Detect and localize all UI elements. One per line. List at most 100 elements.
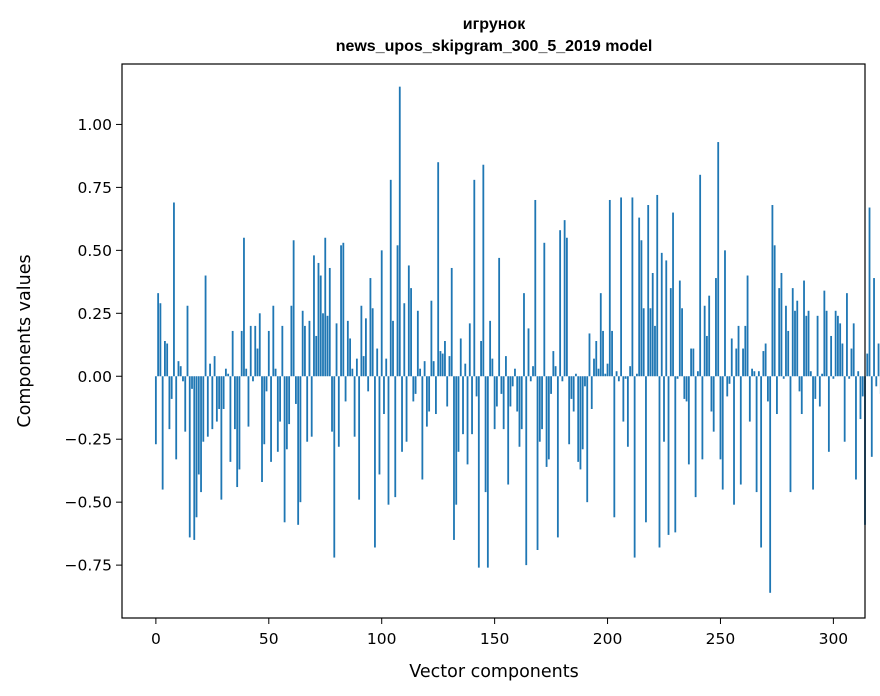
bar	[313, 255, 315, 377]
bar	[554, 366, 557, 377]
bar	[823, 290, 826, 377]
bar	[712, 376, 715, 432]
bar	[672, 212, 674, 377]
bar	[346, 320, 349, 377]
bar	[161, 376, 164, 490]
bar	[184, 376, 187, 432]
bar	[328, 267, 331, 377]
bar	[532, 366, 534, 377]
bar	[495, 376, 498, 407]
bar	[654, 325, 656, 377]
x-axis-label: Vector components	[409, 662, 578, 682]
bar	[721, 376, 724, 490]
bar	[638, 217, 641, 377]
bar	[692, 348, 695, 377]
bar	[855, 376, 857, 480]
bar	[168, 376, 171, 430]
bar	[173, 202, 175, 377]
bar	[559, 230, 562, 377]
bar	[529, 376, 532, 382]
bars-group	[154, 86, 880, 593]
bar	[319, 275, 322, 377]
bar	[243, 237, 245, 377]
bar	[322, 313, 324, 377]
bar	[403, 303, 406, 377]
y-tick-label: 0.75	[77, 179, 112, 197]
bar	[234, 376, 236, 430]
bar	[186, 305, 189, 377]
bar	[193, 376, 196, 540]
y-axis-label: Components values	[15, 254, 35, 427]
bar	[649, 308, 652, 377]
bar	[617, 376, 620, 382]
bar	[687, 376, 690, 465]
bar	[565, 237, 568, 377]
bar	[308, 320, 311, 377]
bar	[577, 376, 580, 462]
bar	[830, 335, 833, 377]
bar	[812, 376, 814, 490]
bar	[859, 376, 862, 420]
bar	[231, 330, 234, 377]
bar	[229, 376, 232, 462]
bar	[807, 310, 810, 377]
bar	[586, 376, 589, 503]
bar	[182, 376, 184, 382]
bar	[195, 376, 198, 518]
bar	[317, 262, 320, 377]
bar	[453, 376, 455, 540]
bar	[676, 376, 679, 379]
bar	[407, 265, 410, 377]
bar	[800, 376, 803, 415]
bar	[771, 205, 774, 377]
bar	[701, 376, 704, 460]
bar	[360, 305, 363, 377]
bar	[866, 353, 869, 377]
bar	[520, 376, 523, 430]
bar	[455, 376, 458, 505]
bar	[446, 376, 449, 407]
bar	[552, 351, 555, 377]
bar	[832, 376, 835, 379]
bar	[471, 376, 473, 435]
bar	[351, 368, 354, 377]
bar	[288, 376, 291, 425]
bar	[489, 320, 492, 377]
bar	[362, 356, 365, 377]
bar	[380, 250, 383, 377]
bar	[561, 376, 564, 382]
bar	[154, 376, 157, 445]
bar	[439, 351, 442, 377]
bar	[211, 376, 214, 430]
bar	[773, 245, 776, 377]
y-tick-label: 1.00	[77, 116, 112, 134]
bar	[383, 376, 385, 415]
bar	[315, 335, 318, 377]
bar	[593, 358, 595, 377]
bar	[204, 275, 207, 377]
bar	[482, 164, 485, 377]
bar	[875, 376, 878, 387]
bar	[159, 303, 162, 377]
bar	[448, 356, 451, 377]
bar	[611, 330, 613, 377]
bar	[710, 376, 713, 412]
bar	[739, 376, 742, 485]
bar	[647, 205, 650, 377]
bar	[769, 376, 772, 593]
bar	[209, 363, 211, 377]
bar	[816, 315, 819, 377]
bar	[274, 368, 277, 377]
bar	[602, 330, 604, 377]
bar	[340, 245, 342, 377]
bar	[249, 325, 252, 377]
bar	[166, 343, 169, 377]
bar	[814, 376, 817, 399]
x-tick-label: 0	[151, 630, 161, 648]
bar	[459, 338, 462, 377]
x-tick-label: 100	[367, 630, 397, 648]
bar	[437, 162, 440, 377]
bar	[570, 376, 573, 399]
bar	[179, 366, 182, 377]
y-tick-label: 0.25	[77, 305, 112, 323]
